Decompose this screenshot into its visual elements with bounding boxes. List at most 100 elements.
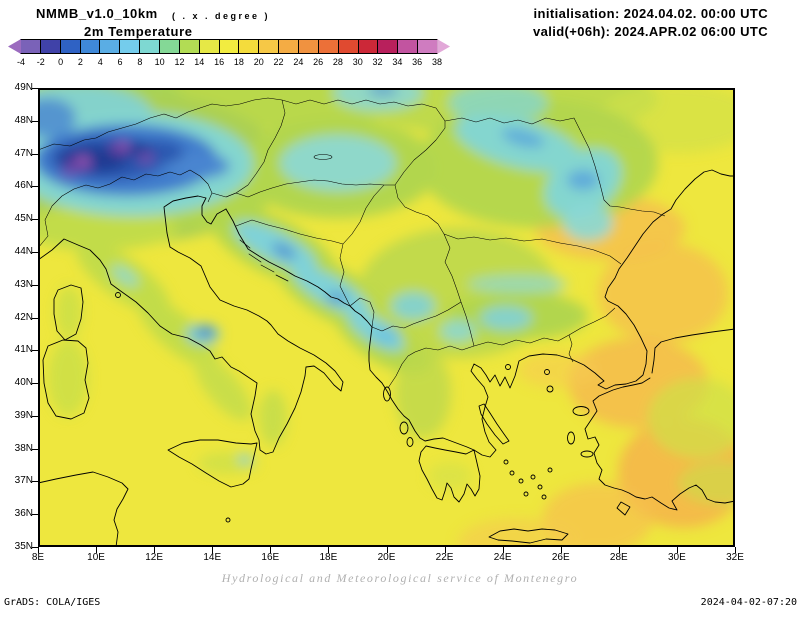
- lon-label: 20E: [377, 552, 396, 563]
- colorbar-tick-label: 6: [117, 57, 123, 67]
- island-kefalonia: [399, 421, 409, 435]
- coastlines: [37, 154, 736, 548]
- temperature-map-svg: [0, 55, 768, 618]
- variable-title: 2m Temperature: [84, 24, 193, 39]
- colorbar-segment: [178, 39, 200, 54]
- colorbar-tick-label: 22: [273, 57, 284, 67]
- lon-label: 18E: [319, 552, 338, 563]
- island-cyclades: [547, 467, 553, 473]
- lat-label: 46N: [14, 180, 33, 192]
- lon-tick: [328, 547, 330, 553]
- colorbar-tick-label: 32: [372, 57, 383, 67]
- lon-tick: [502, 547, 504, 553]
- colorbar-tick-label: 24: [293, 57, 304, 67]
- colorbar-segment: [20, 39, 41, 54]
- island-thasos: [505, 364, 511, 370]
- model-name: NMMB_v1.0_10km: [36, 6, 158, 21]
- colorbar-segment: [39, 39, 61, 54]
- colorbar-tick-label: 4: [97, 57, 103, 67]
- island-samos: [580, 450, 594, 458]
- lon-label: 30E: [668, 552, 686, 563]
- island-samothrace: [544, 369, 550, 375]
- coastline-corsica: [53, 284, 84, 341]
- colorbar-tick-label: 30: [352, 57, 363, 67]
- lat-label: 35N: [14, 541, 33, 552]
- lon-tick: [735, 547, 736, 553]
- colorbar-tick-label: 12: [174, 57, 185, 67]
- island-cyclades: [503, 459, 509, 465]
- lon-label: 10E: [87, 552, 105, 563]
- lat-label: 45N: [14, 213, 33, 225]
- island-limnos: [546, 385, 554, 393]
- island-cyclades: [530, 474, 536, 480]
- colorbar-segment: [119, 39, 141, 54]
- coastline-sicily: [167, 439, 258, 488]
- coastline-italy: [37, 195, 344, 455]
- island-corfu: [383, 386, 391, 402]
- lon-tick: [444, 547, 446, 553]
- colorbar-tick-label: 20: [253, 57, 264, 67]
- lat-label: 37N: [14, 475, 33, 487]
- island-malta: [225, 517, 231, 523]
- island-elba: [115, 292, 121, 298]
- lat-label: 38N: [14, 442, 33, 454]
- colorbar-segment: [298, 39, 319, 54]
- colorbar-underflow-arrow: [8, 39, 21, 54]
- lon-tick: [676, 547, 678, 553]
- colorbar-labels: -4 -2 0 2 4 6 8 10 12 14 16 18 20 22 24 26 28 30 32 34 36 38: [8, 57, 450, 69]
- lat-label: 36N: [14, 508, 33, 520]
- coastline-balkans-greece: [225, 169, 736, 458]
- colorbar-tick-label: 10: [154, 57, 165, 67]
- lat-label: 48N: [14, 114, 33, 126]
- lat-label: 43N: [14, 278, 33, 290]
- colorbar-segment: [357, 39, 379, 54]
- colorbar-tick-label: 28: [332, 57, 343, 67]
- lon-tick: [560, 547, 562, 553]
- lon-label: 8E: [31, 552, 45, 563]
- lat-label: 42N: [14, 311, 33, 323]
- colorbar-segment: [377, 39, 399, 54]
- colorbar-tick-label: 14: [194, 57, 205, 67]
- lon-tick: [154, 547, 156, 553]
- country-borders: [37, 97, 666, 389]
- colorbar-tick-label: 26: [313, 57, 324, 67]
- colorbar: [8, 39, 451, 54]
- colorbar-segment: [198, 39, 220, 54]
- lat-tick: [32, 547, 38, 548]
- coastline-tunisia: [37, 471, 129, 548]
- island-cyclades: [541, 494, 547, 500]
- colorbar-segment: [417, 39, 439, 54]
- resolution-note: ( . x . degree ): [172, 11, 271, 21]
- colorbar-segment: [397, 39, 419, 54]
- island-lesbos: [572, 406, 590, 416]
- coastline-turkey-black-sea: [651, 328, 736, 374]
- colorbar-segment: [238, 39, 260, 54]
- island-cyclades: [523, 491, 529, 497]
- lon-tick: [270, 547, 272, 553]
- colorbar-tick-label: 18: [233, 57, 244, 67]
- lon-tick: [386, 547, 388, 553]
- map-area: [0, 55, 768, 618]
- colorbar-tick-label: 36: [412, 57, 423, 67]
- island-cyclades: [509, 470, 515, 476]
- lon-label: 12E: [145, 552, 164, 563]
- lon-tick: [96, 547, 98, 553]
- lat-label: 44N: [14, 245, 33, 257]
- islands-dalmatia: [239, 239, 289, 282]
- coastline-crete: [488, 528, 569, 544]
- island-cyclades: [537, 484, 543, 490]
- lat-label: 39N: [14, 409, 33, 421]
- colorbar-tick-label: 38: [431, 57, 443, 67]
- colorbar-tick-label: 0: [58, 57, 64, 67]
- init-time-label: initialisation: 2024.04.02. 00:00 UTC: [533, 6, 768, 21]
- colorbar-segment: [79, 39, 101, 54]
- lake-balaton: [313, 154, 333, 160]
- lat-label: 40N: [14, 377, 33, 389]
- colorbar-segment: [337, 39, 359, 54]
- colorbar-tick-label: -2: [36, 57, 45, 67]
- service-footer: Hydrological and Meteorological service …: [221, 571, 579, 585]
- colorbar-tick-label: 34: [392, 57, 403, 67]
- lon-label: 32E: [726, 552, 744, 563]
- colorbar-segment: [139, 39, 161, 54]
